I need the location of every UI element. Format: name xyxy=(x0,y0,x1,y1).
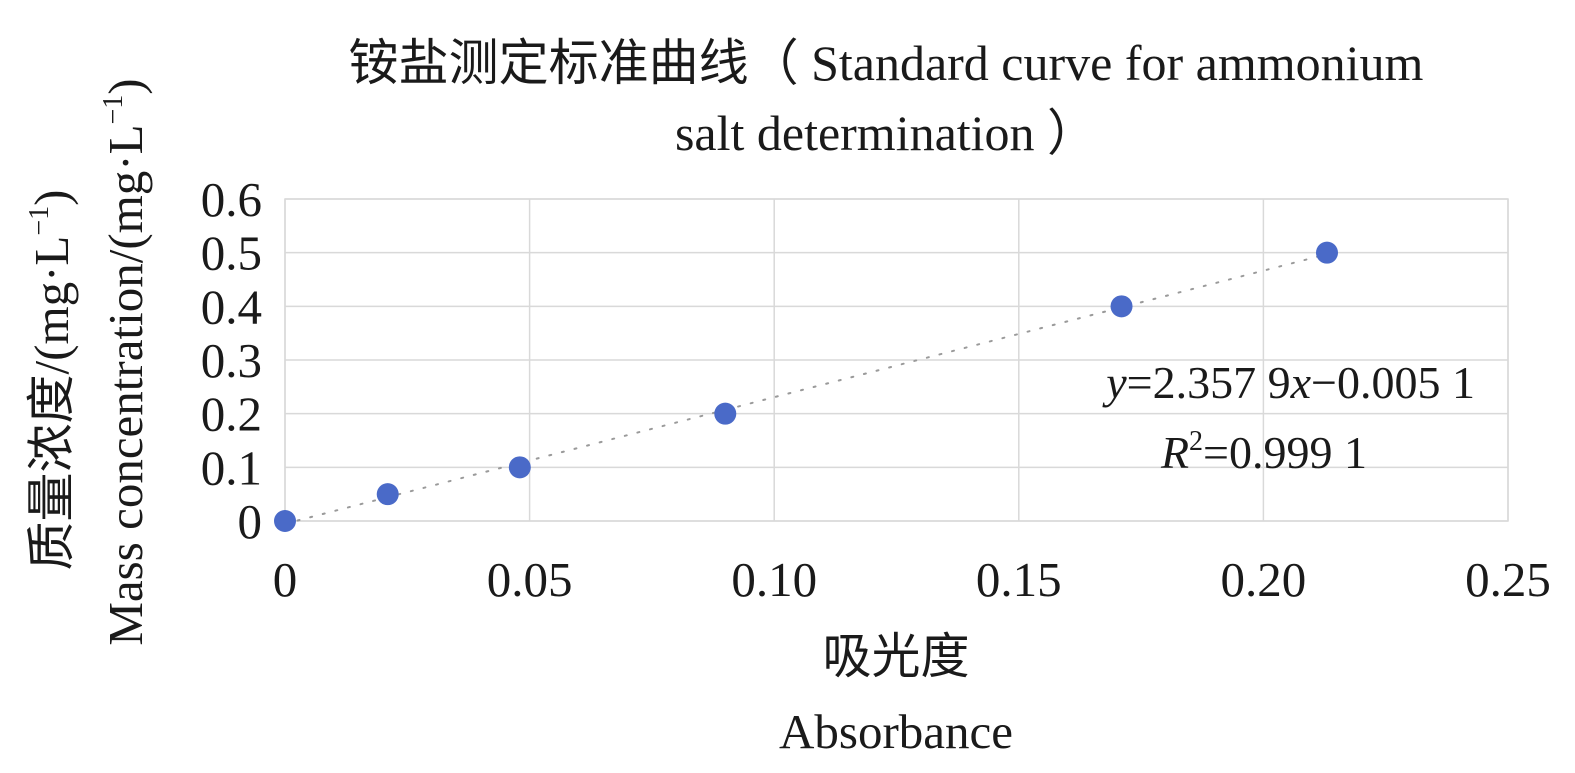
y-axis-label-line-2: Mass concentration/(mg·L−1) xyxy=(98,78,153,645)
equation-rest: −0.005 1 xyxy=(1311,357,1475,408)
r-squared-sup: 2 xyxy=(1189,426,1203,457)
data-point xyxy=(714,402,737,425)
x-tick-label: 0.25 xyxy=(1465,552,1551,607)
data-point xyxy=(376,483,399,506)
y-label-1-text: 质量浓度/(mg·L xyxy=(24,236,79,571)
chart-title-line-2: salt determination ） xyxy=(675,105,1097,161)
y-axis-label-line-1: 质量浓度/(mg·L−1) xyxy=(24,190,79,571)
x-tick-label: 0.10 xyxy=(731,552,817,607)
x-axis-label-line-2: Absorbance xyxy=(779,704,1013,759)
y-tick-label: 0 xyxy=(238,494,263,549)
y-label-1-sup: −1 xyxy=(24,206,55,236)
y-tick-label: 0.2 xyxy=(201,387,262,442)
y-tick-label: 0.3 xyxy=(201,333,262,388)
y-tick-label: 0.1 xyxy=(201,440,262,495)
x-tick-label: 0.05 xyxy=(487,552,573,607)
equation-eq: =2.357 9 xyxy=(1127,357,1291,408)
x-tick-labels: 0 0.05 0.10 0.15 0.20 0.25 xyxy=(273,552,1551,607)
trendline-layer xyxy=(284,253,1328,525)
r-squared-r: R xyxy=(1160,427,1189,478)
r-squared-value: =0.999 1 xyxy=(1203,427,1367,478)
y-tick-labels: 00.10.20.30.40.50.6 xyxy=(201,172,262,549)
y-tick-label: 0.6 xyxy=(201,172,262,227)
trendline-r-squared: R2=0.999 1 xyxy=(1160,426,1367,478)
x-tick-label: 0.20 xyxy=(1221,552,1307,607)
y-tick-label: 0.4 xyxy=(201,279,262,334)
y-label-1-close: ) xyxy=(24,190,79,206)
data-point xyxy=(1110,295,1133,318)
y-label-2-sup: −1 xyxy=(98,95,129,125)
plot-frame xyxy=(284,198,1509,522)
data-point xyxy=(274,510,296,532)
y-label-2-text: Mass concentration/(mg·L xyxy=(98,124,153,645)
points-layer xyxy=(274,241,1338,532)
x-tick-label: 0.15 xyxy=(976,552,1062,607)
data-point xyxy=(508,456,531,479)
x-axis-label-line-1: 吸光度 xyxy=(822,629,969,684)
equation-x: x xyxy=(1290,357,1312,408)
data-point xyxy=(1315,241,1338,264)
x-tick-label: 0 xyxy=(273,552,298,607)
y-label-2-close: ) xyxy=(98,78,153,94)
chart-title-line-1: 铵盐测定标准曲线（ Standard curve for ammonium xyxy=(349,35,1424,91)
trendline xyxy=(284,253,1328,525)
trendline-equation: y=2.357 9x−0.005 1 xyxy=(1102,357,1475,408)
equation-y: y xyxy=(1102,357,1127,408)
y-tick-label: 0.5 xyxy=(201,226,262,281)
